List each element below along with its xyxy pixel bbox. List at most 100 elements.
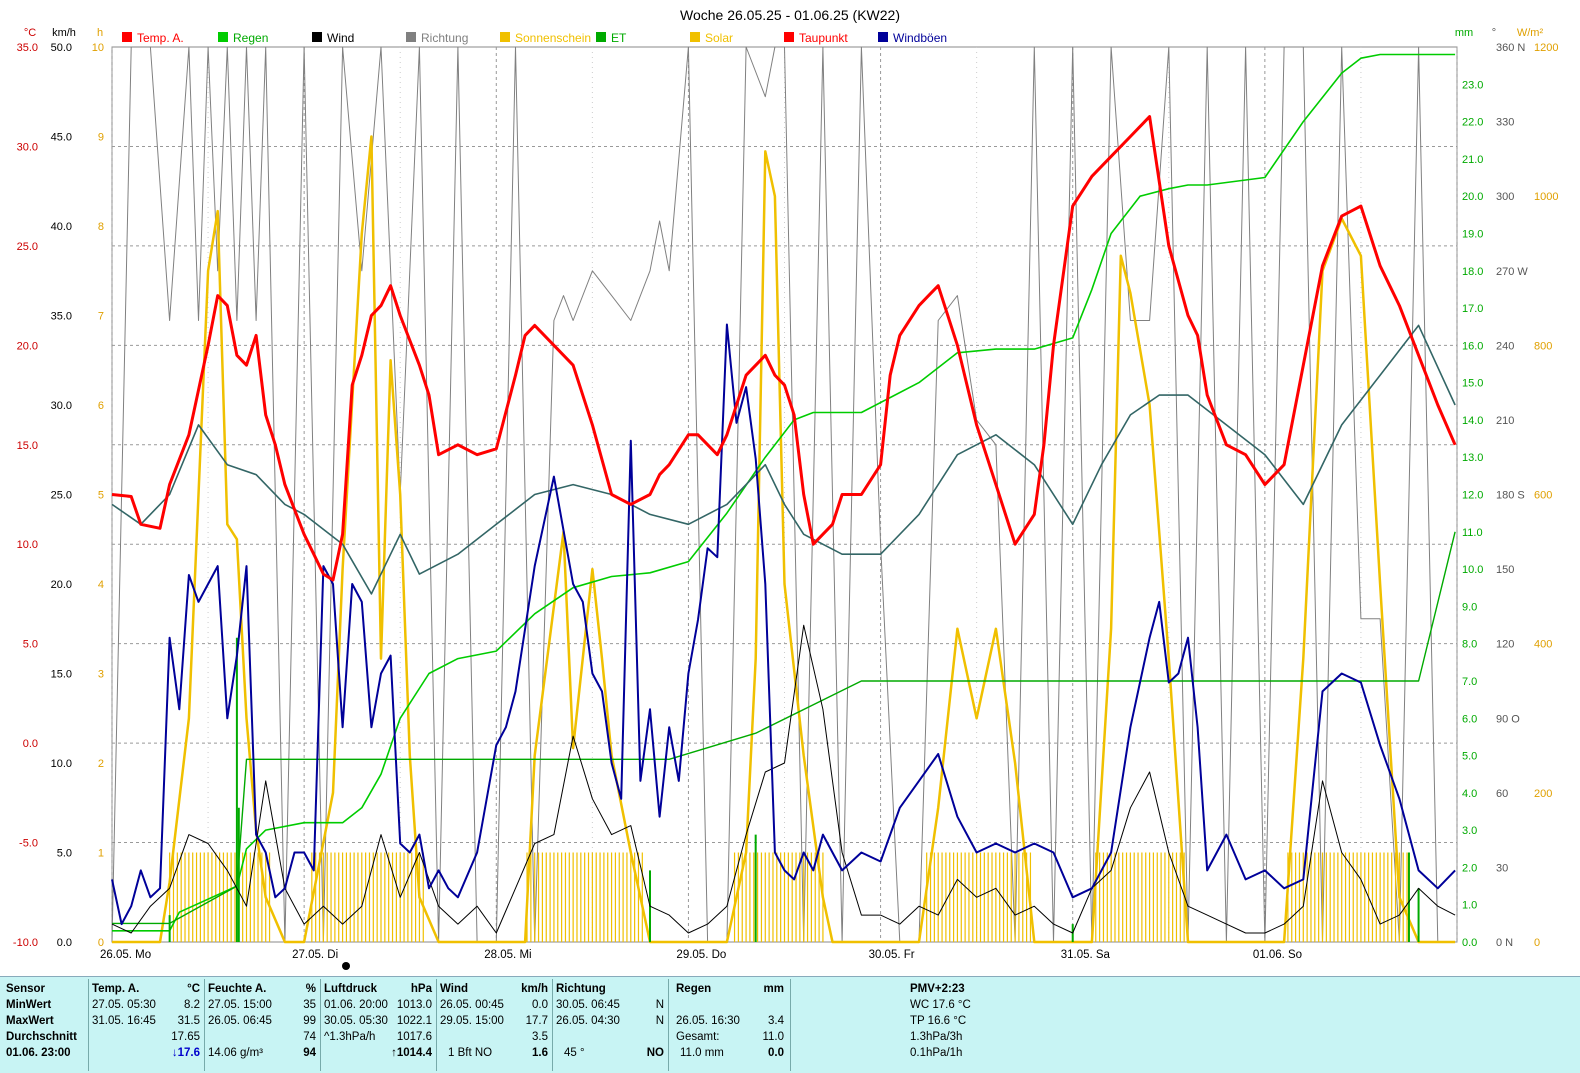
stats-col-temp: Temp. A. °C 27.05. 05:30 8.2 31.05. 16:45 3… xyxy=(92,981,204,1071)
dir-max-time: 26.05. 04:30 xyxy=(556,1015,620,1027)
press-avg: 1017.6 xyxy=(396,1031,432,1043)
rain-tick-4: 19.0 xyxy=(1462,228,1483,240)
temp-tick-5: 10.0 xyxy=(17,539,38,551)
press-unit: hPa xyxy=(410,983,432,995)
stats-col-extra: PMV+2:23 WC 17.6 °C TP 16.6 °C 1.3hPa/3h… xyxy=(910,981,1110,1071)
rain-tick-3: 20.0 xyxy=(1462,191,1483,203)
stats-col-dir: Richtung 30.05. 06:45 N 26.05. 04:30 N 45 … xyxy=(556,981,668,1071)
unit-rain: mm xyxy=(1455,27,1473,39)
rain-tick-2: 21.0 xyxy=(1462,154,1483,166)
moon-phase-icon xyxy=(342,962,350,970)
temp-max-val: 31.5 xyxy=(177,1015,200,1027)
dir-tick-3: 270 W xyxy=(1496,266,1528,278)
solar-tick-5: 200 xyxy=(1534,788,1552,800)
press-max-time: 30.05. 05:30 xyxy=(324,1015,388,1027)
legend-swatch-8 xyxy=(878,32,888,42)
series-temp-a- xyxy=(111,115,1457,582)
avg-label: Durchschnitt xyxy=(6,1031,77,1043)
dir-tick-1: 330 xyxy=(1496,117,1514,129)
rain-tick-23: 0.0 xyxy=(1462,937,1477,949)
temp-tick-4: 15.0 xyxy=(17,440,38,452)
temp-tick-8: -5.0 xyxy=(19,838,38,850)
rain-max-time: 26.05. 16:30 xyxy=(676,1015,740,1027)
day-label-1: 27.05. Di xyxy=(292,949,338,961)
day-label-6: 01.06. So xyxy=(1253,949,1302,961)
hum-min-val: 35 xyxy=(303,999,316,1011)
dir-tick-7: 150 xyxy=(1496,564,1514,576)
sensor-header: Sensor xyxy=(6,983,45,995)
axis-units: °C km/h h mm ° W/m² xyxy=(24,27,1544,39)
legend-label-6: Solar xyxy=(705,31,733,45)
solar-tick-4: 400 xyxy=(1534,639,1552,651)
temp-tick-6: 5.0 xyxy=(23,639,38,651)
dewpoint-value: TP 16.6 °C xyxy=(910,1015,967,1027)
solar-tick-1: 1000 xyxy=(1534,191,1558,203)
temp-tick-3: 20.0 xyxy=(17,340,38,352)
press-header: Luftdruck xyxy=(324,983,378,995)
dir-min-val: N xyxy=(655,999,664,1011)
unit-sun: h xyxy=(97,27,103,39)
solar-tick-3: 600 xyxy=(1534,490,1552,502)
rain-tick-6: 17.0 xyxy=(1462,303,1483,315)
unit-wind: km/h xyxy=(52,27,76,39)
legend: Temp. A. Regen Wind Richtung Sonnenschein ET S… xyxy=(122,31,947,45)
wind-unit: km/h xyxy=(521,983,548,995)
stats-col-hum: Feuchte A.% 27.05. 15:00 35 26.05. 06:45 9… xyxy=(208,981,320,1071)
axes: 35.030.025.020.015.010.05.00.0-5.0-10.05… xyxy=(13,42,1559,949)
wind-tick-6: 20.0 xyxy=(51,579,72,591)
windchill-value: WC 17.6 °C xyxy=(910,999,971,1011)
series-taupunkt xyxy=(111,324,1456,595)
dir-tick-0: 360 N xyxy=(1496,42,1525,54)
day-label-3: 29.05. Do xyxy=(676,949,726,961)
rain-tick-8: 15.0 xyxy=(1462,378,1483,390)
dir-tick-9: 90 O xyxy=(1496,713,1520,725)
sun-tick-3: 7 xyxy=(98,311,104,323)
press-now: ↑1014.4 xyxy=(391,1047,432,1059)
legend-swatch-1 xyxy=(218,32,228,42)
wind-min-val: 0.0 xyxy=(532,999,548,1011)
unit-temp: °C xyxy=(24,27,36,39)
legend-swatch-7 xyxy=(784,32,794,42)
day-label-4: 30.05. Fr xyxy=(869,949,915,961)
now-label: 01.06. 23:00 xyxy=(6,1047,71,1059)
dir-now: NO xyxy=(646,1047,664,1059)
sun-tick-10: 0 xyxy=(98,937,104,949)
rain-tick-21: 2.0 xyxy=(1462,862,1477,874)
legend-swatch-3 xyxy=(406,32,416,42)
wind-tick-10: 0.0 xyxy=(57,937,72,949)
temp-tick-9: -10.0 xyxy=(13,937,38,949)
temp-now: ↓17.6 xyxy=(171,1047,200,1059)
dir-tick-2: 300 xyxy=(1496,191,1514,203)
temp-min-time: 27.05. 05:30 xyxy=(92,999,156,1011)
wind-header: Wind xyxy=(440,983,468,995)
hum-header: Feuchte A. xyxy=(208,983,267,995)
wind-max-time: 29.05. 15:00 xyxy=(440,1015,504,1027)
press-avg-extra: ^1.3hPa/h xyxy=(324,1031,376,1043)
wind-now: 1.6 xyxy=(532,1047,548,1059)
day-label-2: 28.05. Mi xyxy=(484,949,531,961)
wind-tick-5: 25.0 xyxy=(51,490,72,502)
rain-total-val: 11.0 xyxy=(762,1031,784,1043)
hum-min-time: 27.05. 15:00 xyxy=(208,999,272,1011)
dir-tick-12: 0 N xyxy=(1496,937,1513,949)
solar-tick-2: 800 xyxy=(1534,340,1552,352)
sun-tick-8: 2 xyxy=(98,758,104,770)
dir-tick-8: 120 xyxy=(1496,639,1514,651)
chart-title: Woche 26.05.25 - 01.06.25 (KW22) xyxy=(680,7,900,23)
wind-tick-2: 40.0 xyxy=(51,221,72,233)
press-min-val: 1013.0 xyxy=(396,999,432,1011)
rain-tick-11: 12.0 xyxy=(1462,490,1483,502)
legend-swatch-5 xyxy=(596,32,606,42)
rain-tick-7: 16.0 xyxy=(1462,340,1483,352)
rain-tick-22: 1.0 xyxy=(1462,900,1477,912)
dir-min-time: 30.05. 06:45 xyxy=(556,999,620,1011)
day-label-5: 31.05. Sa xyxy=(1061,949,1111,961)
dir-tick-5: 210 xyxy=(1496,415,1514,427)
wind-tick-0: 50.0 xyxy=(51,42,72,54)
sun-tick-0: 10 xyxy=(92,42,104,54)
pmv-value: PMV+2:23 xyxy=(910,983,965,995)
stats-col-rain: Regen mm 26.05. 16:30 3.4 Gesamt: 11.0 11.0… xyxy=(676,981,788,1071)
legend-label-2: Wind xyxy=(327,31,354,45)
dir-tick-10: 60 xyxy=(1496,788,1508,800)
legend-label-4: Sonnenschein xyxy=(515,31,591,45)
